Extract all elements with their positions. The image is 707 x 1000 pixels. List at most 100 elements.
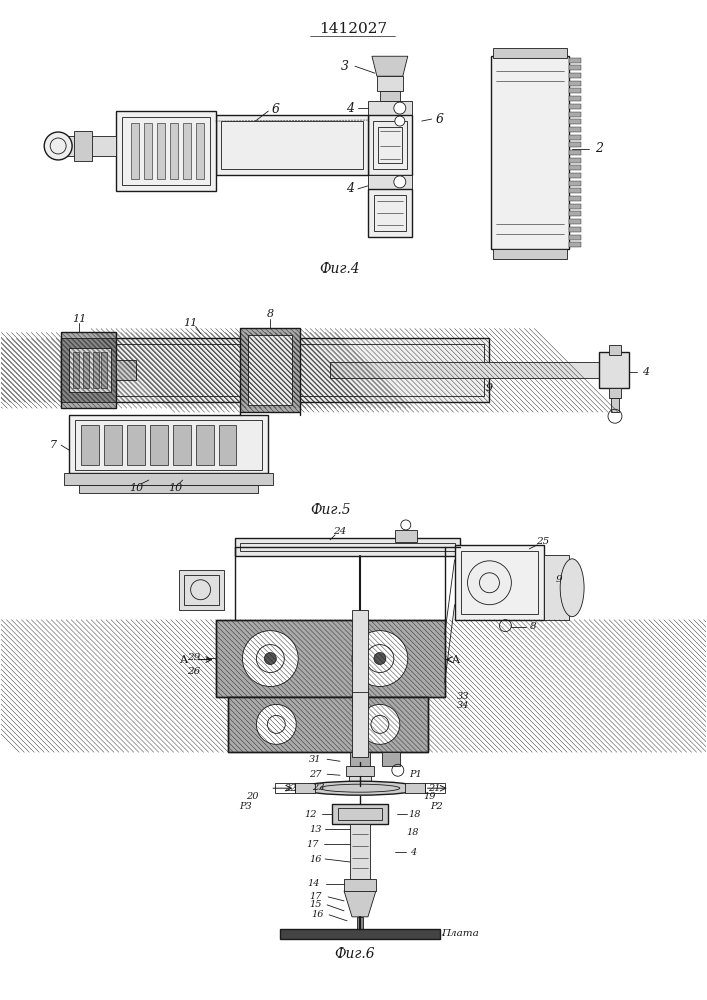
Text: 9: 9 [556,575,563,584]
Bar [346,766,374,776]
Bar [64,473,274,485]
Bar [569,219,581,224]
Polygon shape [344,891,376,917]
Bar [455,545,544,620]
Text: 29: 29 [187,653,200,662]
Text: 21: 21 [428,784,441,793]
Bar [216,620,445,697]
Bar [569,135,581,140]
Text: 4: 4 [409,848,416,857]
Bar [61,338,489,402]
Text: 13: 13 [309,825,322,834]
Text: 10: 10 [168,483,183,493]
Bar [368,115,411,175]
Ellipse shape [300,781,420,795]
Bar [352,692,368,757]
Text: 11: 11 [184,318,198,328]
Text: 24: 24 [334,527,346,536]
Bar [350,824,370,879]
Bar [569,142,581,147]
Bar [81,425,99,465]
Bar [240,328,300,412]
Bar [569,58,581,63]
Text: 16: 16 [309,854,322,863]
Bar [83,352,89,388]
Circle shape [467,561,511,605]
Text: A: A [179,655,187,665]
Bar [599,352,629,388]
Bar [69,415,269,473]
Ellipse shape [560,559,584,617]
Bar [196,425,214,465]
Bar [493,48,567,58]
Bar [218,425,236,465]
Bar [382,752,400,766]
Bar [66,344,484,396]
Bar [296,783,315,793]
Bar [228,697,428,752]
Bar [609,388,621,398]
Bar [377,76,403,91]
Text: 16: 16 [311,910,323,919]
Bar [338,808,382,820]
Bar [569,181,581,186]
Bar [491,56,569,249]
Bar [196,123,204,179]
Bar [569,235,581,240]
Bar [93,352,99,388]
Text: Фиг.4: Фиг.4 [320,262,361,276]
Bar [61,332,116,408]
Bar [569,242,581,247]
Bar [544,555,569,620]
Polygon shape [372,56,408,76]
Bar [374,195,406,231]
Bar [240,328,300,412]
Text: 25: 25 [536,537,549,546]
Bar [73,352,79,388]
Text: 7: 7 [49,440,57,450]
Bar [395,530,416,542]
Bar [611,398,619,412]
Bar [569,104,581,109]
Bar [569,119,581,124]
Text: 6: 6 [436,113,444,126]
Text: 4: 4 [346,182,354,195]
Bar [569,188,581,193]
Text: P3: P3 [239,802,252,811]
Text: 33: 33 [457,692,470,701]
Text: Фиг.6: Фиг.6 [334,947,375,961]
Bar [368,101,411,115]
Bar [101,352,107,388]
Circle shape [360,704,400,744]
Bar [157,123,165,179]
Text: 17: 17 [306,840,318,849]
Text: 15: 15 [309,900,322,909]
Bar [609,345,621,355]
Bar [569,81,581,86]
Bar [569,165,581,170]
Bar [569,196,581,201]
Text: Фиг.5: Фиг.5 [310,503,351,517]
Bar [248,335,292,405]
Bar [127,425,145,465]
Bar [104,425,122,465]
Bar [368,189,411,237]
Text: 23: 23 [312,783,325,792]
Bar [493,249,567,259]
Bar [79,485,258,493]
Circle shape [395,116,405,126]
Bar [61,338,116,402]
Bar [569,227,581,232]
Bar [569,112,581,117]
Bar [150,425,168,465]
Text: 20: 20 [246,792,259,801]
Bar [569,65,581,70]
Bar [74,131,92,161]
Circle shape [257,704,296,744]
Circle shape [45,132,72,160]
Bar [240,543,455,551]
Bar [350,752,370,766]
Text: Плата: Плата [440,929,479,938]
Bar [216,620,445,697]
Circle shape [352,631,408,686]
